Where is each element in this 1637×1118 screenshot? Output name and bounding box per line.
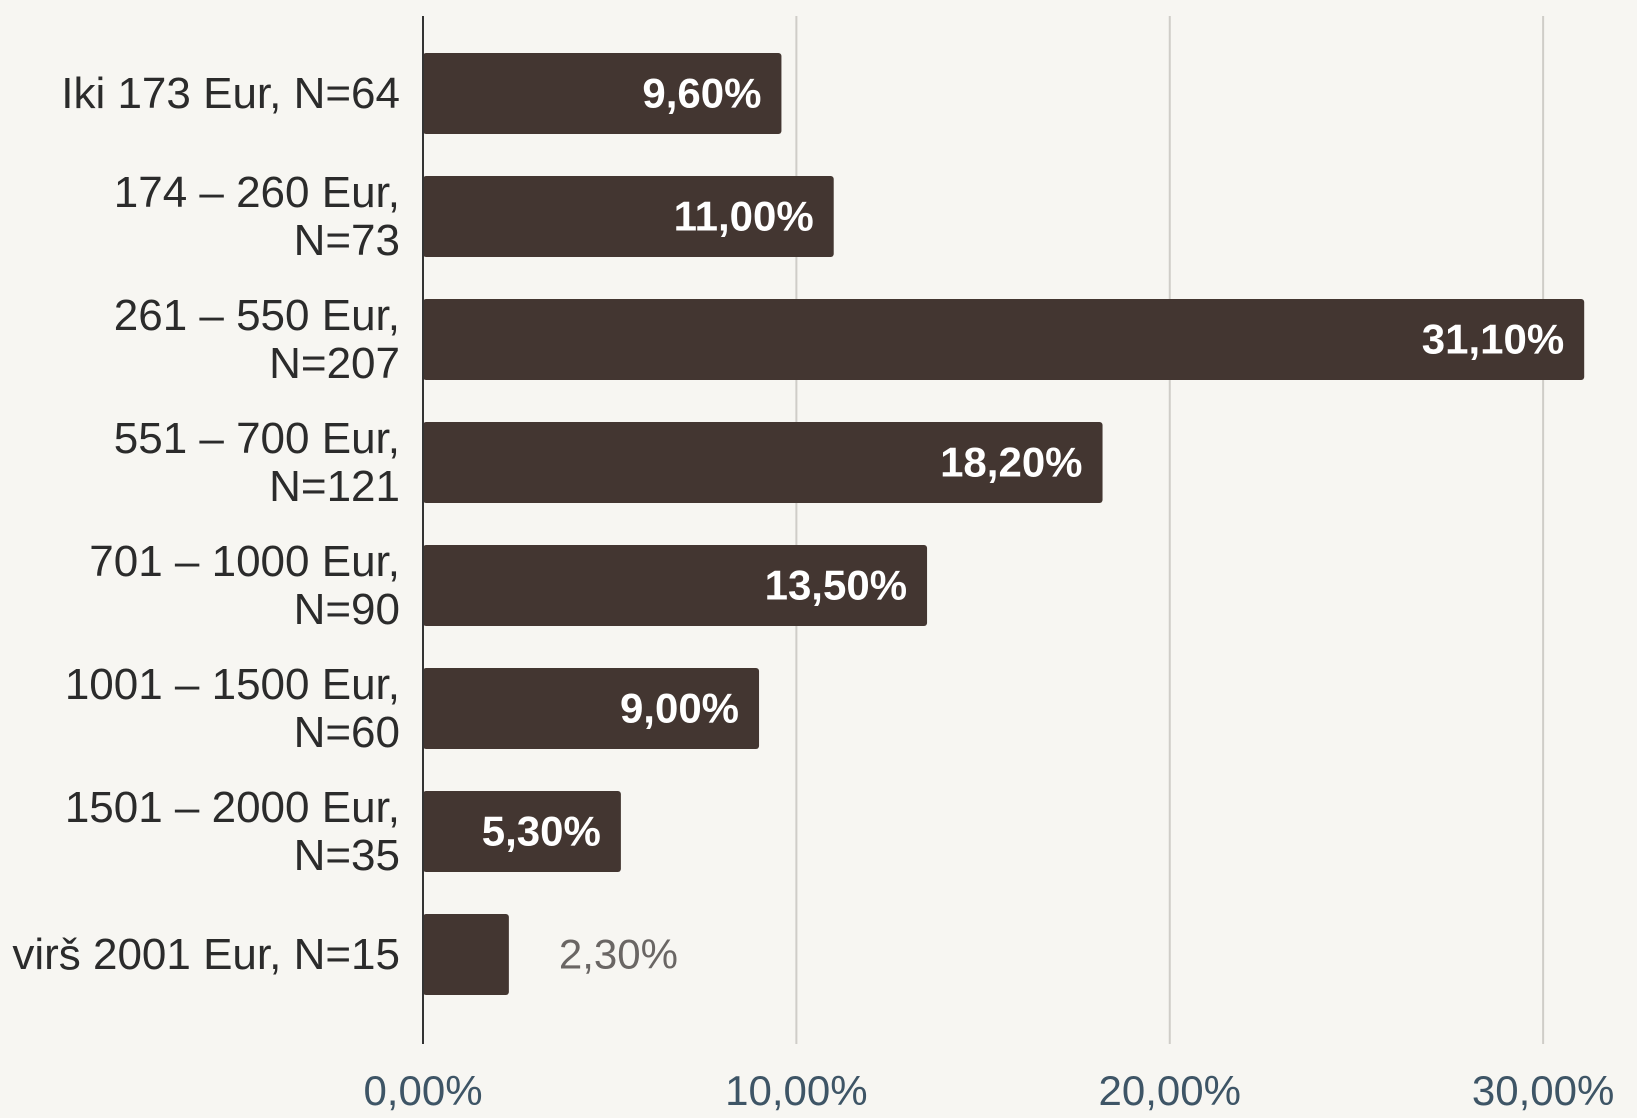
bar: [423, 422, 1103, 503]
x-tick-label: 30,00%: [1472, 1067, 1614, 1114]
y-tick-label: 1001 – 1500 Eur, N=60: [64, 659, 400, 757]
bar: [423, 914, 509, 995]
data-label: 11,00%: [674, 193, 814, 240]
data-label: 2,30%: [559, 931, 678, 978]
data-label: 5,30%: [482, 808, 601, 855]
x-tick-label: 20,00%: [1099, 1067, 1241, 1114]
bar: [423, 176, 834, 257]
y-tick-label: Iki 173 Eur, N=64: [61, 68, 400, 118]
bar: [423, 53, 782, 134]
y-tick-label: 551 – 700 Eur, N=121: [113, 413, 400, 511]
x-tick-label: 0,00%: [363, 1067, 482, 1114]
data-label: 18,20%: [940, 439, 1082, 486]
y-tick-label: 261 – 550 Eur, N=207: [113, 290, 400, 388]
x-tick-label: 10,00%: [725, 1067, 867, 1114]
y-tick-label: 174 – 260 Eur, N=73: [113, 167, 400, 265]
y-tick-label: virš 2001 Eur, N=15: [12, 929, 400, 979]
bar: [423, 791, 621, 872]
y-tick-label: 701 – 1000 Eur, N=90: [89, 536, 400, 634]
y-tick-label: 1501 – 2000 Eur, N=35: [64, 782, 400, 880]
data-label: 9,00%: [620, 685, 739, 732]
data-label: 9,60%: [642, 70, 761, 117]
bar: [423, 668, 760, 749]
data-label: 31,10%: [1422, 316, 1564, 363]
data-label: 13,50%: [765, 562, 907, 609]
bar: [423, 545, 928, 626]
bar: [423, 299, 1585, 380]
